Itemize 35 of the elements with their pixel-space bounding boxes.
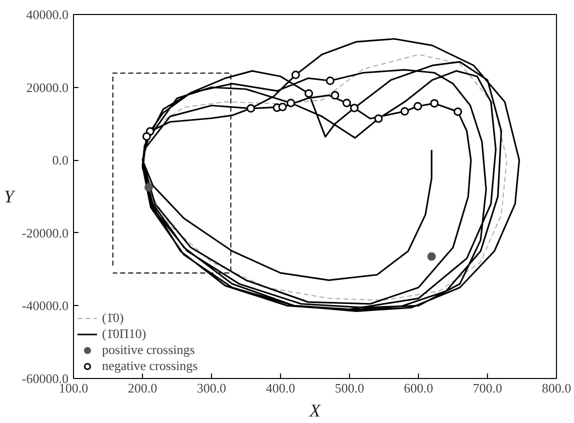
legend-label: (1̄0Π10) [102,326,146,342]
point [350,104,359,112]
x-tick-label: 700.0 [472,380,502,396]
point [286,98,296,108]
y-tick-label: -20000.0 [22,225,69,240]
x-tick-label: 400.0 [266,380,296,396]
point [142,132,151,141]
point [144,183,153,192]
point [427,252,436,261]
y-tick-label: 40000.0 [26,7,68,22]
x-tick-label: 500.0 [334,380,364,396]
point [278,102,287,112]
point [374,114,383,123]
point [454,107,462,116]
y-tick-label: 20000.0 [26,80,68,95]
point [414,102,422,110]
x-tick-label: 300.0 [196,380,226,396]
y-tick-label: -40000.0 [22,298,69,314]
x-tick-label: 600.0 [404,380,434,396]
point [342,98,351,108]
y-tick-label: 0.0 [52,152,68,168]
point [326,76,334,85]
point [330,91,340,100]
x-tick-label: 200.0 [128,380,158,396]
legend-label: (1̄0) [102,310,124,326]
x-tick-label: 800.0 [542,380,572,396]
point [246,104,256,113]
point [291,70,300,80]
legend-label: negative crossings [102,358,198,374]
legend-label: positive crossings [102,342,195,358]
point [304,89,314,98]
y-axis-title: Y [4,186,16,206]
point [400,107,409,116]
x-axis-title: X [308,400,322,420]
point [430,99,439,108]
